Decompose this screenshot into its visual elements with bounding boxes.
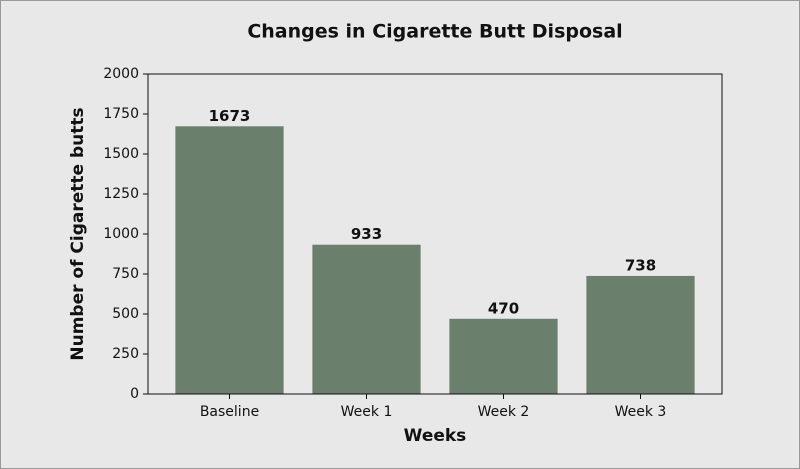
value-label: 933	[351, 225, 382, 243]
x-tick-label: Week 2	[478, 404, 530, 420]
value-label: 470	[488, 299, 519, 317]
bar	[586, 275, 695, 394]
x-tick-label: Baseline	[200, 404, 259, 420]
y-axis-label: Number of Cigarette butts	[68, 107, 88, 360]
x-axis-label: Weeks	[404, 426, 467, 446]
y-tick-label: 750	[112, 266, 139, 282]
y-tick-label: 500	[112, 306, 139, 322]
chart-title: Changes in Cigarette Butt Disposal	[247, 21, 622, 43]
value-label: 738	[625, 256, 656, 274]
y-tick-label: 2000	[103, 66, 139, 82]
bar	[175, 126, 284, 394]
y-tick-label: 1500	[103, 146, 139, 162]
y-tick-label: 250	[112, 346, 139, 362]
y-tick-label: 0	[130, 386, 139, 402]
bar	[449, 318, 558, 394]
value-label: 1673	[209, 107, 251, 125]
plot-frame	[147, 73, 723, 395]
y-tick-label: 1750	[103, 106, 139, 122]
bar	[312, 244, 421, 394]
y-tick-label: 1250	[103, 186, 139, 202]
x-tick-label: Week 3	[615, 404, 667, 420]
x-tick-label: Week 1	[341, 404, 393, 420]
y-tick-label: 1000	[103, 226, 139, 242]
